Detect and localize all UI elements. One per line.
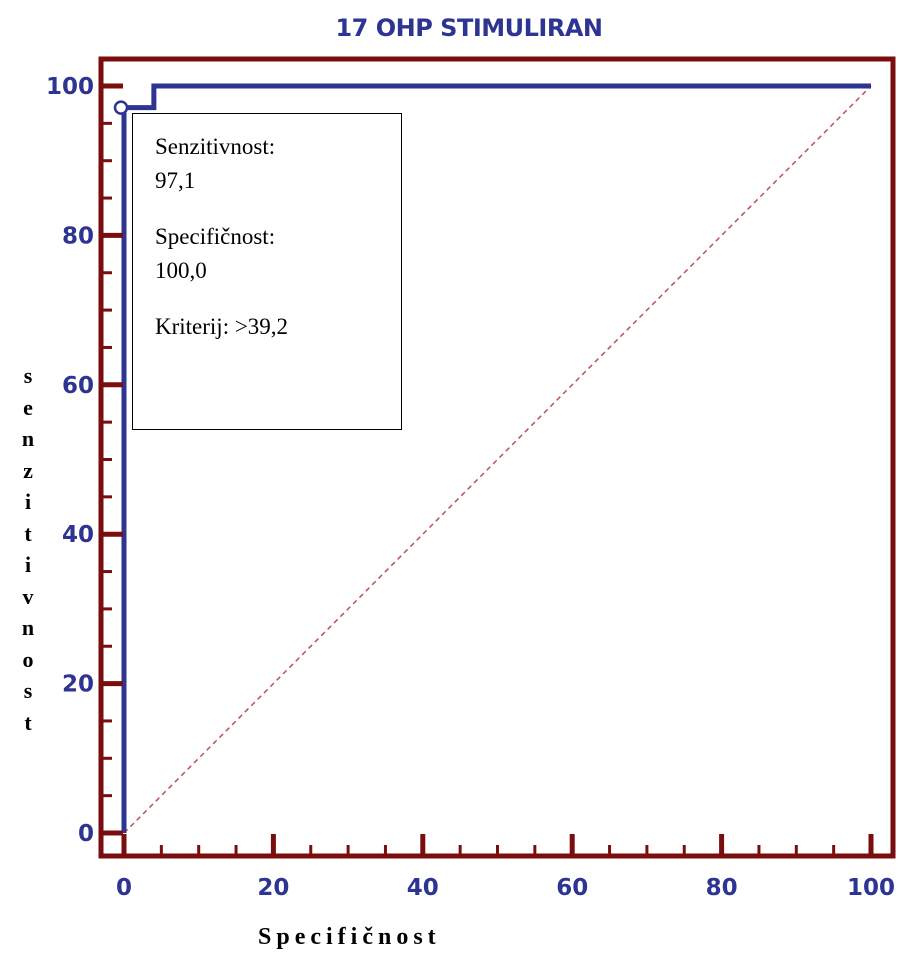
x-tick-label: 0 [116,875,132,901]
y-tick-label: 80 [62,223,94,249]
sensitivity-label: Senzitivnost: [155,134,276,159]
roc-line [121,83,871,833]
y-axis-label-letter: s [23,363,33,388]
x-tick-label: 20 [257,875,289,901]
x-tick-label: 40 [407,875,439,901]
y-axis-label-letter: e [23,394,33,420]
y-axis-label-letter: v [22,583,34,609]
y-tick-label: 20 [62,672,94,698]
y-axis-label-letter: n [21,615,35,640]
roc-curve [121,83,871,833]
y-axis-label-letter: n [21,426,35,451]
criterion-marker [113,100,129,115]
y-axis-label-letter: s [23,678,33,703]
x-tick-label: 80 [706,875,738,901]
y-tick-label: 0 [78,821,94,847]
y-axis-label-letter: z [23,457,33,483]
axis-ticks [101,83,874,856]
x-tick-label: 60 [556,875,588,901]
x-tick-label: 100 [847,875,895,901]
sensitivity-value: 97,1 [155,168,196,193]
specificity-value: 100,0 [155,258,207,283]
chart-title: 17 OHP STIMULIRAN [335,14,603,42]
y-tick-label: 100 [46,74,94,100]
y-tick-label: 40 [62,522,94,548]
criterion-point [113,100,129,115]
y-axis-label-letter: t [24,709,32,735]
x-axis-label: Specifičnost [258,924,441,950]
y-axis-label-letter: o [22,646,34,672]
y-tick-label: 60 [62,373,94,399]
y-axis-label-letter: i [24,489,32,514]
y-axis-label-letter: t [24,520,32,546]
criterion-info-box: Senzitivnost: 97,1 Specifičnost: 100,0 K… [132,113,402,430]
tick-labels: 0 20 40 60 80 100 0 20 40 60 80 100 [46,74,895,901]
specificity-label: Specifičnost: [155,224,276,249]
criterion-text: Kriterij: >39,2 [155,314,289,339]
y-axis-label-letter: i [24,552,32,577]
